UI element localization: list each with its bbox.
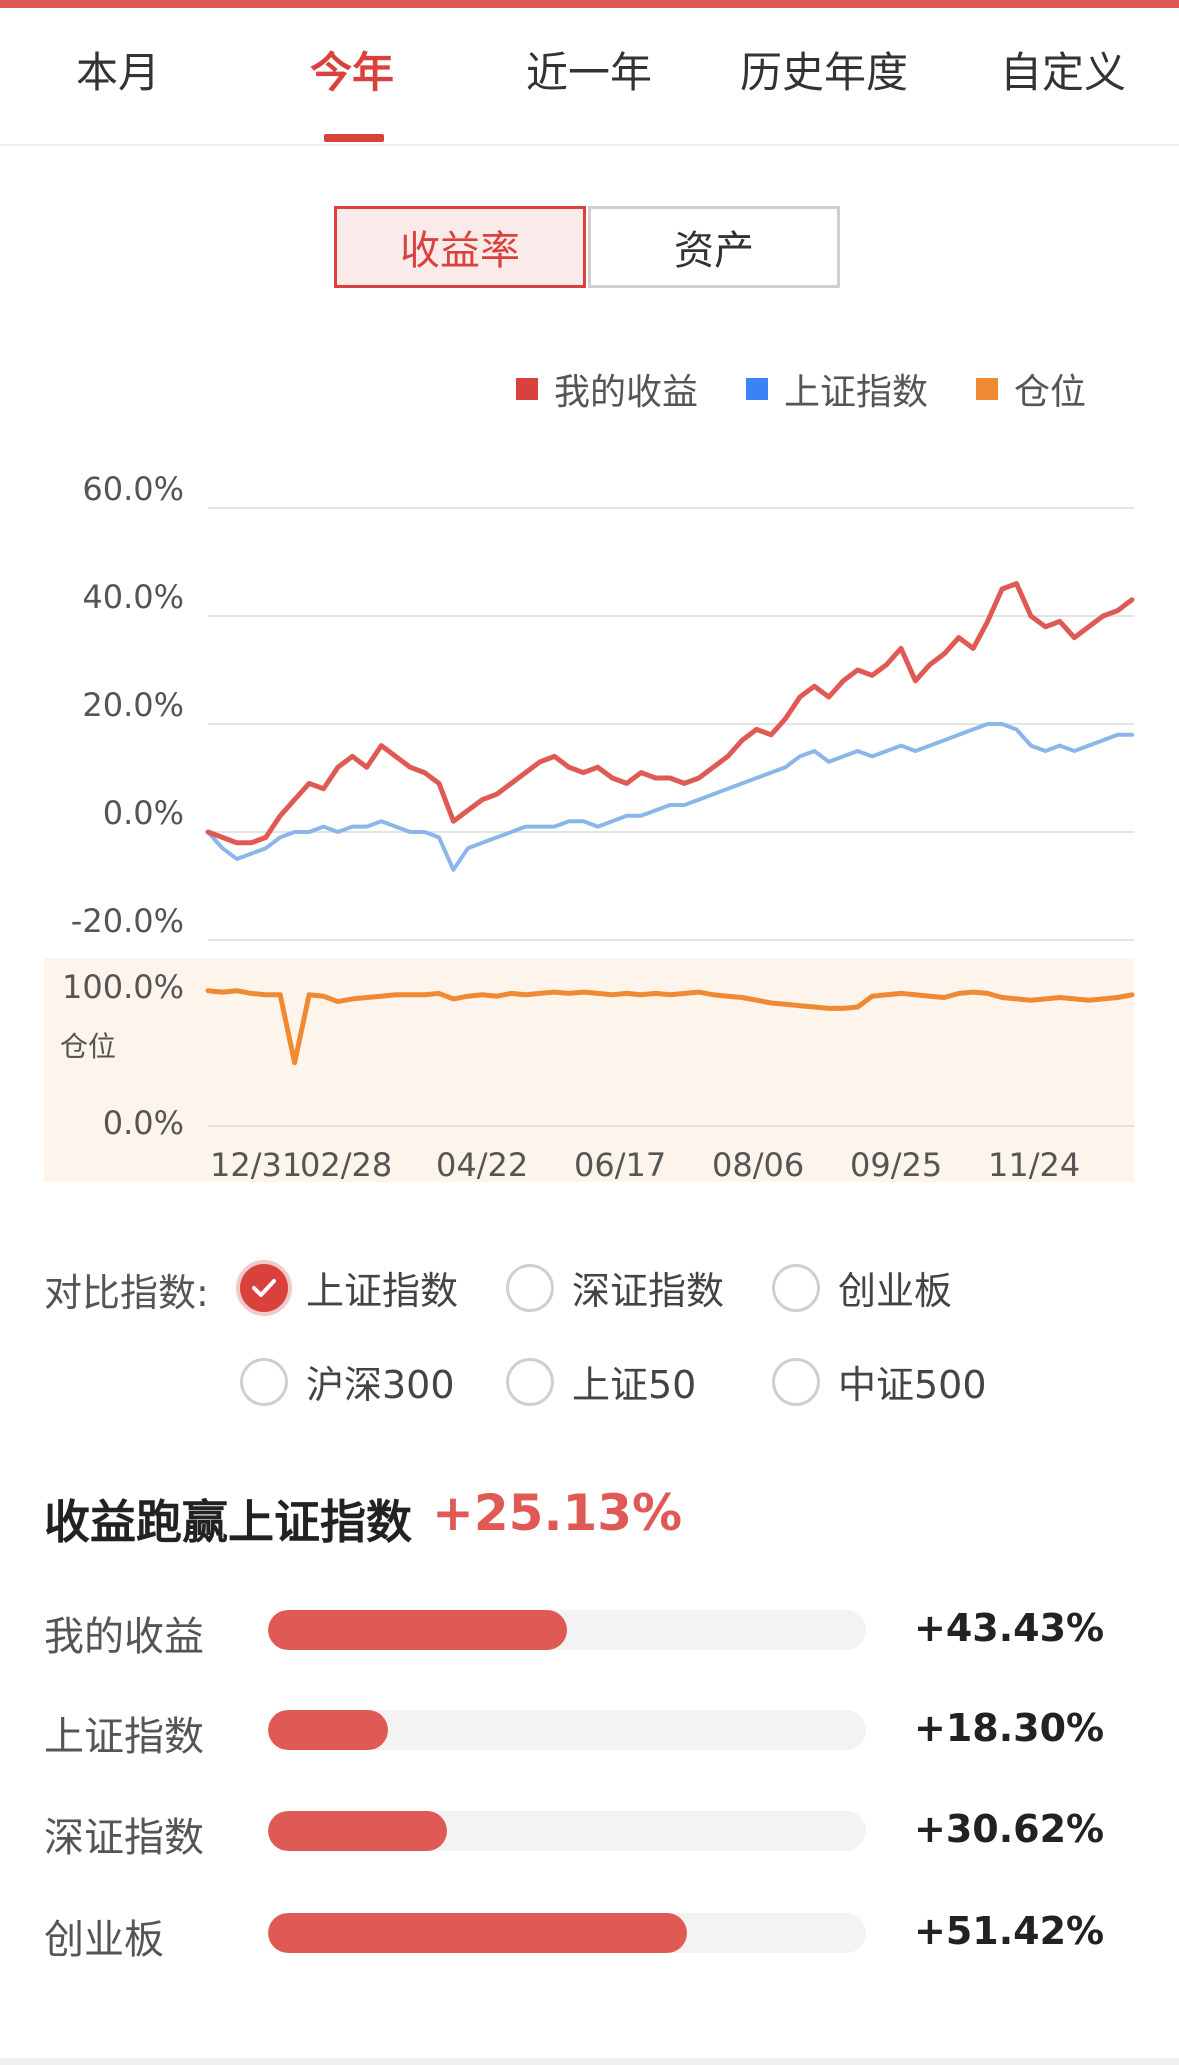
period-tabs: 本月 今年 近一年 历史年度 自定义 <box>0 8 1179 146</box>
bar-row-label: 深证指数 <box>44 1815 204 1861</box>
outperform-title: 收益跑赢上证指数 <box>44 1495 412 1549</box>
x-tick-label: 04/22 <box>436 1146 528 1184</box>
radio-icon[interactable] <box>240 1357 288 1406</box>
radio-icon[interactable] <box>772 1263 820 1312</box>
return-chart: 60.0% 40.0% 20.0% 0.0% -20.0% 100.0% 仓位 0.0% 12… <box>44 470 1135 1184</box>
option-label: 沪深300 <box>306 1363 455 1407</box>
bar-track <box>268 1610 866 1650</box>
bar-row-value: +51.42% <box>914 1909 1105 1953</box>
compare-option-chinext[interactable]: 创业板 <box>772 1260 952 1315</box>
bar-fill <box>268 1610 567 1650</box>
position-axis-label: 仓位 <box>60 1030 116 1063</box>
bar-row-label: 我的收益 <box>44 1614 204 1660</box>
x-tick-label: 09/25 <box>850 1146 942 1184</box>
compare-option-csi500[interactable]: 中证500 <box>772 1354 987 1409</box>
bar-row-label: 创业板 <box>44 1917 164 1963</box>
tab-this-year[interactable]: 今年 <box>310 48 395 97</box>
compare-option-szse[interactable]: 深证指数 <box>506 1260 724 1315</box>
tab-last-year[interactable]: 近一年 <box>526 48 653 97</box>
bar-row-value: +18.30% <box>914 1706 1105 1750</box>
legend-swatch-blue <box>746 378 768 400</box>
legend-swatch-red <box>516 378 538 400</box>
option-label: 中证500 <box>838 1363 987 1407</box>
x-tick-label: 11/24 <box>988 1146 1080 1184</box>
tab-this-month[interactable]: 本月 <box>76 48 161 97</box>
bar-track <box>268 1913 866 1953</box>
option-label: 上证50 <box>572 1363 697 1407</box>
bar-track <box>268 1710 866 1750</box>
x-tick-label: 12/31 <box>210 1146 302 1184</box>
legend-label: 我的收益 <box>554 372 699 413</box>
bar-row-value: +30.62% <box>914 1807 1105 1851</box>
series-line-sse-index <box>206 722 1134 872</box>
bottom-divider <box>0 2058 1179 2065</box>
compare-label: 对比指数: <box>44 1271 209 1315</box>
toggle-assets[interactable]: 资产 <box>588 206 840 288</box>
legend-label: 上证指数 <box>784 372 929 413</box>
y-tick-label: -20.0% <box>71 902 184 940</box>
bar-fill <box>268 1913 687 1953</box>
legend-label: 仓位 <box>1014 372 1087 413</box>
series-line-position <box>205 988 1135 1066</box>
x-tick-label: 02/28 <box>300 1146 392 1184</box>
top-accent-bar <box>0 0 1179 8</box>
bar-fill <box>268 1811 448 1851</box>
x-tick-label: 08/06 <box>712 1146 804 1184</box>
y-tick-label: 20.0% <box>82 686 184 724</box>
option-label: 深证指数 <box>572 1269 725 1313</box>
option-label: 上证指数 <box>306 1269 459 1313</box>
tab-custom[interactable]: 自定义 <box>1000 48 1127 97</box>
tab-history-years[interactable]: 历史年度 <box>740 48 909 97</box>
legend-my-return: 我的收益 <box>516 364 698 414</box>
compare-option-csi300[interactable]: 沪深300 <box>240 1354 455 1409</box>
y-tick-label: 0.0% <box>103 794 184 832</box>
bar-row-label: 上证指数 <box>44 1714 204 1760</box>
position-tick-label: 0.0% <box>103 1104 184 1142</box>
radio-icon[interactable] <box>506 1263 554 1312</box>
y-tick-label: 60.0% <box>82 470 184 508</box>
radio-icon[interactable] <box>506 1357 554 1406</box>
y-tick-label: 40.0% <box>82 578 184 616</box>
bar-fill <box>268 1710 388 1750</box>
bar-row-value: +43.43% <box>914 1606 1105 1650</box>
outperform-value: +25.13% <box>432 1484 683 1542</box>
compare-option-sse[interactable]: 上证指数 <box>240 1260 458 1315</box>
active-tab-indicator <box>324 134 384 142</box>
compare-option-sse50[interactable]: 上证50 <box>506 1354 696 1409</box>
series-line-my-return <box>205 581 1135 846</box>
bar-track <box>268 1811 866 1851</box>
check-icon[interactable] <box>240 1263 288 1312</box>
legend-position: 仓位 <box>976 364 1086 414</box>
option-label: 创业板 <box>838 1269 953 1313</box>
legend-swatch-orange <box>976 378 998 400</box>
legend-sse-index: 上证指数 <box>746 364 928 414</box>
toggle-return-rate[interactable]: 收益率 <box>334 206 586 288</box>
x-tick-label: 06/17 <box>574 1146 666 1184</box>
radio-icon[interactable] <box>772 1357 820 1406</box>
position-tick-label: 100.0% <box>62 968 184 1006</box>
